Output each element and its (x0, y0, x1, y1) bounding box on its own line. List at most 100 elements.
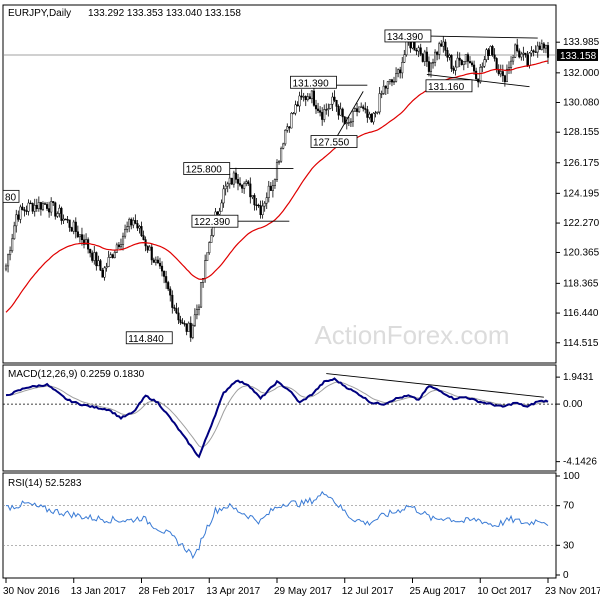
candle-body (546, 45, 550, 58)
label-layer: 134.390 131.390 127.550 125.800 122.390 114.8… (2, 29, 473, 345)
level-label-box (425, 79, 473, 93)
x-tick-label: 30 Nov 2016 (3, 586, 60, 597)
candle-body (11, 238, 14, 252)
x-tick-label: 10 Oct 2017 (477, 586, 532, 597)
candle-body (380, 93, 383, 95)
candle-body (113, 251, 116, 258)
candle-body (452, 68, 455, 71)
candle-body (224, 185, 227, 190)
candle-body (526, 54, 529, 66)
candle-body (423, 51, 426, 62)
candle-body (257, 204, 260, 207)
level-label-box (191, 214, 239, 228)
x-tick-label: 13 Jan 2017 (71, 586, 126, 597)
candle-body (298, 95, 301, 107)
candle-body (353, 108, 357, 112)
candle-body (300, 95, 303, 98)
candle-body (481, 65, 484, 68)
candle-body (54, 202, 57, 217)
candle-body (278, 160, 281, 163)
moving-average-line (5, 60, 549, 313)
candle-body (528, 52, 531, 66)
candle-body (50, 201, 53, 213)
candle-body (335, 99, 338, 107)
candle-body (390, 79, 394, 83)
candle-body (195, 309, 198, 316)
candle-body (421, 53, 424, 62)
candle-body (286, 126, 289, 131)
candle-body (222, 188, 225, 204)
candle-body (101, 269, 104, 278)
candle-body (522, 52, 525, 55)
candle-body (308, 96, 311, 100)
price-y-tick-label: 130.080 (563, 97, 600, 108)
candle-body (64, 218, 67, 221)
candle-body (284, 130, 287, 145)
candle-body (415, 50, 418, 52)
level-label: 125.800 (186, 165, 223, 176)
candle-body (255, 204, 258, 206)
candle-body (440, 43, 443, 47)
candle-body (17, 214, 20, 220)
candle-body (68, 219, 71, 228)
candle-body (76, 231, 79, 238)
candle-body (189, 322, 192, 338)
candle-body (165, 276, 168, 283)
candle-body (167, 282, 170, 290)
price-y-tick-label: 114.515 (563, 338, 599, 349)
level-label: 122.390 (194, 217, 231, 228)
candle-body (372, 113, 375, 123)
candle-body (450, 55, 453, 69)
candle-body (171, 294, 174, 308)
candle-body (160, 265, 164, 272)
axis-layer: 133.985 132.000 130.080 128.155 126.175 124.1… (3, 37, 600, 597)
macd-layer (3, 373, 556, 459)
candle-body (475, 70, 478, 80)
candle-body (491, 46, 494, 56)
candle-body (93, 252, 96, 261)
candle-body (536, 45, 539, 53)
candle-body (134, 220, 137, 224)
candle-body (360, 106, 363, 108)
candle-body (185, 323, 188, 332)
rsi-y-tick-label: 0 (563, 570, 569, 581)
candle-body (542, 43, 545, 49)
macd-y-tick-label: 0.00 (563, 399, 583, 410)
price-panel-frame (2, 4, 557, 364)
candle-body (150, 246, 153, 261)
price-y-tick-label: 120.365 (563, 247, 600, 258)
rsi-y-tick-label: 100 (563, 471, 580, 482)
candle-body (202, 278, 205, 283)
candle-body (33, 204, 36, 212)
candle-body (245, 181, 248, 184)
candle-body (438, 43, 441, 55)
current-price-tag (557, 48, 598, 61)
candle-body (39, 202, 42, 210)
candle-body (448, 55, 451, 58)
candle-body (60, 207, 63, 221)
candle-body (501, 71, 504, 76)
price-y-tick-label: 132.000 (563, 68, 600, 79)
x-tick-label: 23 Nov 2017 (545, 586, 600, 597)
rsi-y-tick-label: 70 (563, 501, 575, 512)
candle-body (27, 202, 30, 212)
candle-body (117, 244, 120, 248)
macd-y-tick-label: -4.1426 (563, 457, 597, 468)
candle-body (82, 239, 86, 245)
candle-body (378, 93, 381, 113)
price-y-tick-label: 124.195 (563, 188, 600, 199)
candle-body (314, 105, 318, 110)
candle-body (89, 248, 92, 254)
candle-body (52, 201, 55, 204)
candle-body (485, 49, 488, 60)
candle-body (530, 50, 533, 54)
candle-body (259, 205, 262, 216)
candle-body (388, 79, 391, 82)
candle-body (294, 104, 297, 114)
candle-body (216, 211, 219, 215)
candle-body (158, 262, 162, 267)
candle-body (356, 108, 359, 112)
macd-y-tick-label: 1.9431 (563, 372, 594, 383)
candle-body (247, 181, 250, 185)
candle-body (520, 53, 523, 58)
